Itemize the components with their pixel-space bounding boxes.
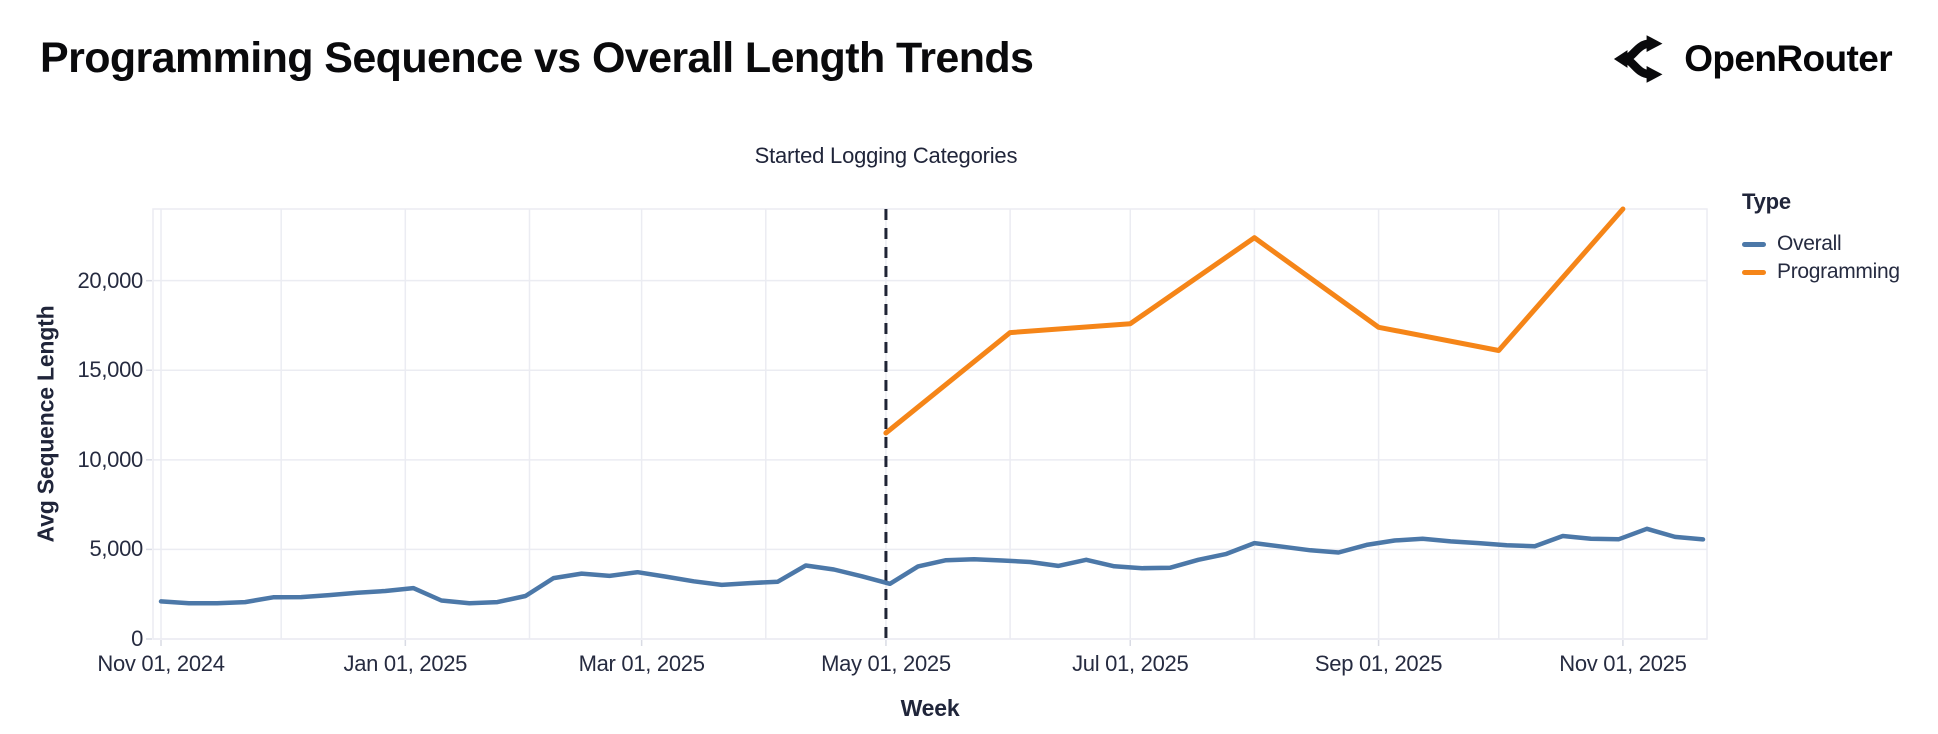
- x-tick-label: Nov 01, 2025: [1559, 651, 1687, 676]
- legend-title: Type: [1742, 189, 1791, 214]
- legend-item-programming: Programming: [1742, 258, 1900, 286]
- x-tick-label: Sep 01, 2025: [1314, 651, 1443, 676]
- legend-swatch: [1742, 269, 1766, 275]
- legend-item-label: Overall: [1777, 232, 1842, 255]
- legend: Type Overall Programming: [1742, 189, 1900, 286]
- y-tick-label: 5,000: [89, 536, 143, 562]
- x-tick-label: Jan 01, 2025: [343, 651, 468, 676]
- x-tick-label: Mar 01, 2025: [578, 651, 705, 676]
- x-tick-label: Jul 01, 2025: [1072, 651, 1189, 676]
- x-tick-label: Nov 01, 2024: [97, 651, 225, 676]
- y-tick-label: 20,000: [77, 267, 144, 293]
- x-tick-label: May 01, 2025: [821, 651, 951, 676]
- legend-item-overall: Overall: [1742, 230, 1900, 258]
- openrouter-logo: OpenRouter: [1613, 30, 1893, 88]
- legend-item-label: Programming: [1777, 260, 1900, 283]
- annotation-label: Started Logging Categories: [754, 143, 1018, 168]
- brand-name: OpenRouter: [1684, 38, 1892, 79]
- y-tick-label: 10,000: [77, 446, 144, 472]
- legend-swatch: [1742, 241, 1766, 247]
- page-title: Programming Sequence vs Overall Length T…: [40, 34, 1034, 82]
- plot-area: [146, 206, 1708, 646]
- y-tick-label: 15,000: [77, 357, 144, 383]
- x-axis-title: Week: [900, 695, 960, 721]
- y-axis-title: Avg Sequence Length: [32, 305, 59, 543]
- openrouter-icon: [1614, 35, 1663, 83]
- legend-items: Overall Programming: [1742, 230, 1900, 286]
- y-tick-label: 0: [131, 626, 143, 651]
